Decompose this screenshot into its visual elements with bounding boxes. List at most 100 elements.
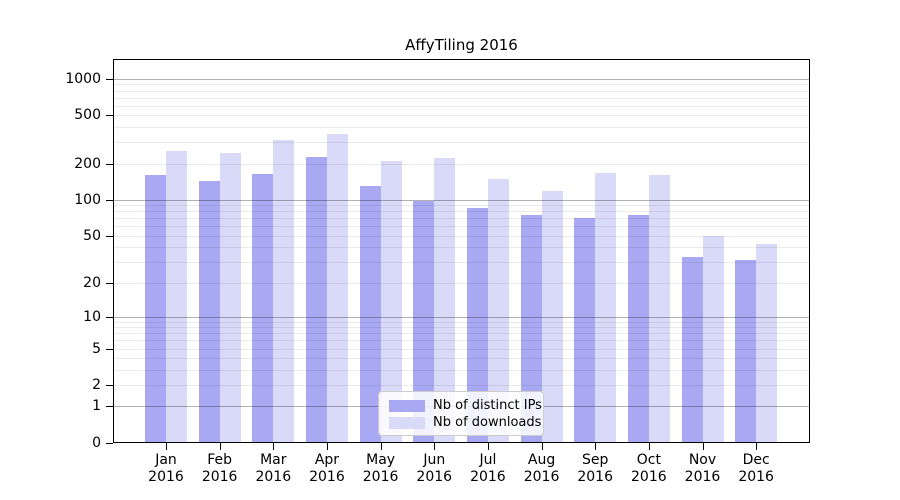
bar-distinct-ips-jul-2016 <box>466 208 488 442</box>
y-tick-mark-1000 <box>106 78 113 80</box>
x-tick-mark-nov <box>702 443 704 450</box>
legend-swatch-downloads <box>389 416 425 429</box>
y-tick-label-0: 0 <box>92 435 101 451</box>
gridline-minor-900 <box>113 84 810 86</box>
y-tick-label-100: 100 <box>74 191 101 208</box>
y-tick-label-2: 2 <box>92 377 101 394</box>
bar-downloads-dec-2016 <box>756 243 778 442</box>
bar-distinct-ips-aug-2016 <box>520 215 542 442</box>
bar-downloads-oct-2016 <box>648 174 670 442</box>
gridline-minor-90 <box>113 205 810 207</box>
gridline-minor-70 <box>113 218 810 220</box>
bar-distinct-ips-oct-2016 <box>627 215 649 442</box>
x-tick-label-oct: Oct 2016 <box>631 452 667 485</box>
y-tick-label-50: 50 <box>83 227 101 244</box>
bar-downloads-apr-2016 <box>326 133 348 442</box>
y-tick-label-1000: 1000 <box>65 70 101 87</box>
gridline-minor-50 <box>113 235 810 237</box>
x-tick-label-aug: Aug 2016 <box>523 452 560 485</box>
bar-distinct-ips-jun-2016 <box>413 201 435 442</box>
bar-downloads-nov-2016 <box>702 235 724 442</box>
gridline-minor-60 <box>113 226 810 228</box>
gridline-minor-4 <box>113 358 810 360</box>
y-tick-label-10: 10 <box>83 308 101 325</box>
x-tick-mark-aug <box>541 443 543 450</box>
bar-distinct-ips-mar-2016 <box>252 174 274 442</box>
gridline-minor-500 <box>113 115 810 117</box>
x-tick-label-apr: Apr 2016 <box>309 452 345 485</box>
bar-downloads-jul-2016 <box>487 178 509 442</box>
x-tick-label-dec: Dec 2016 <box>738 452 774 485</box>
y-tick-mark-100 <box>106 199 113 201</box>
gridline-minor-40 <box>113 247 810 249</box>
x-tick-label-jul: Jul 2016 <box>470 452 506 485</box>
x-tick-label-sep: Sep 2016 <box>577 452 613 485</box>
y-tick-label-5: 5 <box>92 340 101 357</box>
gridline-minor-600 <box>113 105 810 107</box>
gridline-minor-2 <box>113 385 810 387</box>
y-tick-mark-2 <box>106 385 113 387</box>
bar-downloads-jun-2016 <box>434 158 456 442</box>
x-tick-label-may: May 2016 <box>362 452 399 485</box>
gridline-major-1000 <box>113 78 810 80</box>
bar-distinct-ips-jan-2016 <box>145 175 166 442</box>
x-tick-mark-dec <box>756 443 758 450</box>
bar-downloads-may-2016 <box>380 160 402 442</box>
grid-layer <box>113 59 810 443</box>
legend: Nb of distinct IPs Nb of downloads <box>378 391 544 436</box>
y-tick-mark-0 <box>106 443 113 444</box>
x-tick-mark-sep <box>595 443 597 450</box>
x-tick-mark-jun <box>434 443 436 450</box>
legend-label-distinct-ips: Nb of distinct IPs <box>433 398 542 413</box>
gridline-major-100 <box>113 199 810 201</box>
plot-area <box>113 59 810 443</box>
x-tick-label-jan: Jan 2016 <box>148 452 184 485</box>
x-tick-label-feb: Feb 2016 <box>201 452 238 485</box>
legend-item-distinct-ips: Nb of distinct IPs <box>389 397 543 414</box>
x-tick-label-nov: Nov 2016 <box>684 452 721 485</box>
bar-distinct-ips-sep-2016 <box>574 217 596 442</box>
y-tick-mark-5 <box>106 348 113 350</box>
x-tick-mark-apr <box>326 443 328 450</box>
y-tick-label-200: 200 <box>74 155 101 172</box>
gridline-minor-800 <box>113 90 810 92</box>
bar-downloads-jan-2016 <box>166 151 187 442</box>
y-tick-mark-20 <box>106 282 113 284</box>
bars-layer <box>113 59 810 443</box>
gridline-minor-6 <box>113 340 810 342</box>
bar-distinct-ips-dec-2016 <box>735 260 757 442</box>
x-tick-label-mar: Mar 2016 <box>255 452 292 485</box>
y-tick-label-500: 500 <box>74 107 101 124</box>
x-tick-mark-oct <box>648 443 650 450</box>
y-tick-mark-50 <box>106 235 113 237</box>
gridline-minor-9 <box>113 321 810 323</box>
gridline-minor-80 <box>113 211 810 213</box>
y-tick-mark-500 <box>106 115 113 117</box>
bar-downloads-mar-2016 <box>273 140 295 442</box>
x-tick-mark-may <box>380 443 382 450</box>
y-tick-mark-10 <box>106 316 113 318</box>
chart-title: AffyTiling 2016 <box>405 36 518 54</box>
y-tick-mark-1 <box>106 406 113 408</box>
bar-distinct-ips-apr-2016 <box>305 157 327 442</box>
x-tick-label-jun: Jun 2016 <box>416 452 453 485</box>
y-tick-label-20: 20 <box>83 274 101 291</box>
bar-distinct-ips-feb-2016 <box>198 181 220 442</box>
gridline-minor-5 <box>113 348 810 350</box>
bar-downloads-feb-2016 <box>219 153 241 442</box>
gridline-major-10 <box>113 316 810 318</box>
bar-distinct-ips-may-2016 <box>359 186 381 442</box>
gridline-minor-400 <box>113 127 810 129</box>
bar-distinct-ips-nov-2016 <box>681 257 703 442</box>
bar-downloads-sep-2016 <box>595 173 617 442</box>
gridline-minor-700 <box>113 97 810 99</box>
y-tick-label-1: 1 <box>92 398 101 415</box>
x-tick-mark-mar <box>273 443 275 450</box>
x-tick-mark-jan <box>166 443 167 450</box>
gridline-minor-300 <box>113 142 810 144</box>
legend-label-downloads: Nb of downloads <box>433 415 542 430</box>
gridline-minor-8 <box>113 327 810 329</box>
gridline-minor-3 <box>113 369 810 371</box>
x-tick-mark-jul <box>487 443 489 450</box>
